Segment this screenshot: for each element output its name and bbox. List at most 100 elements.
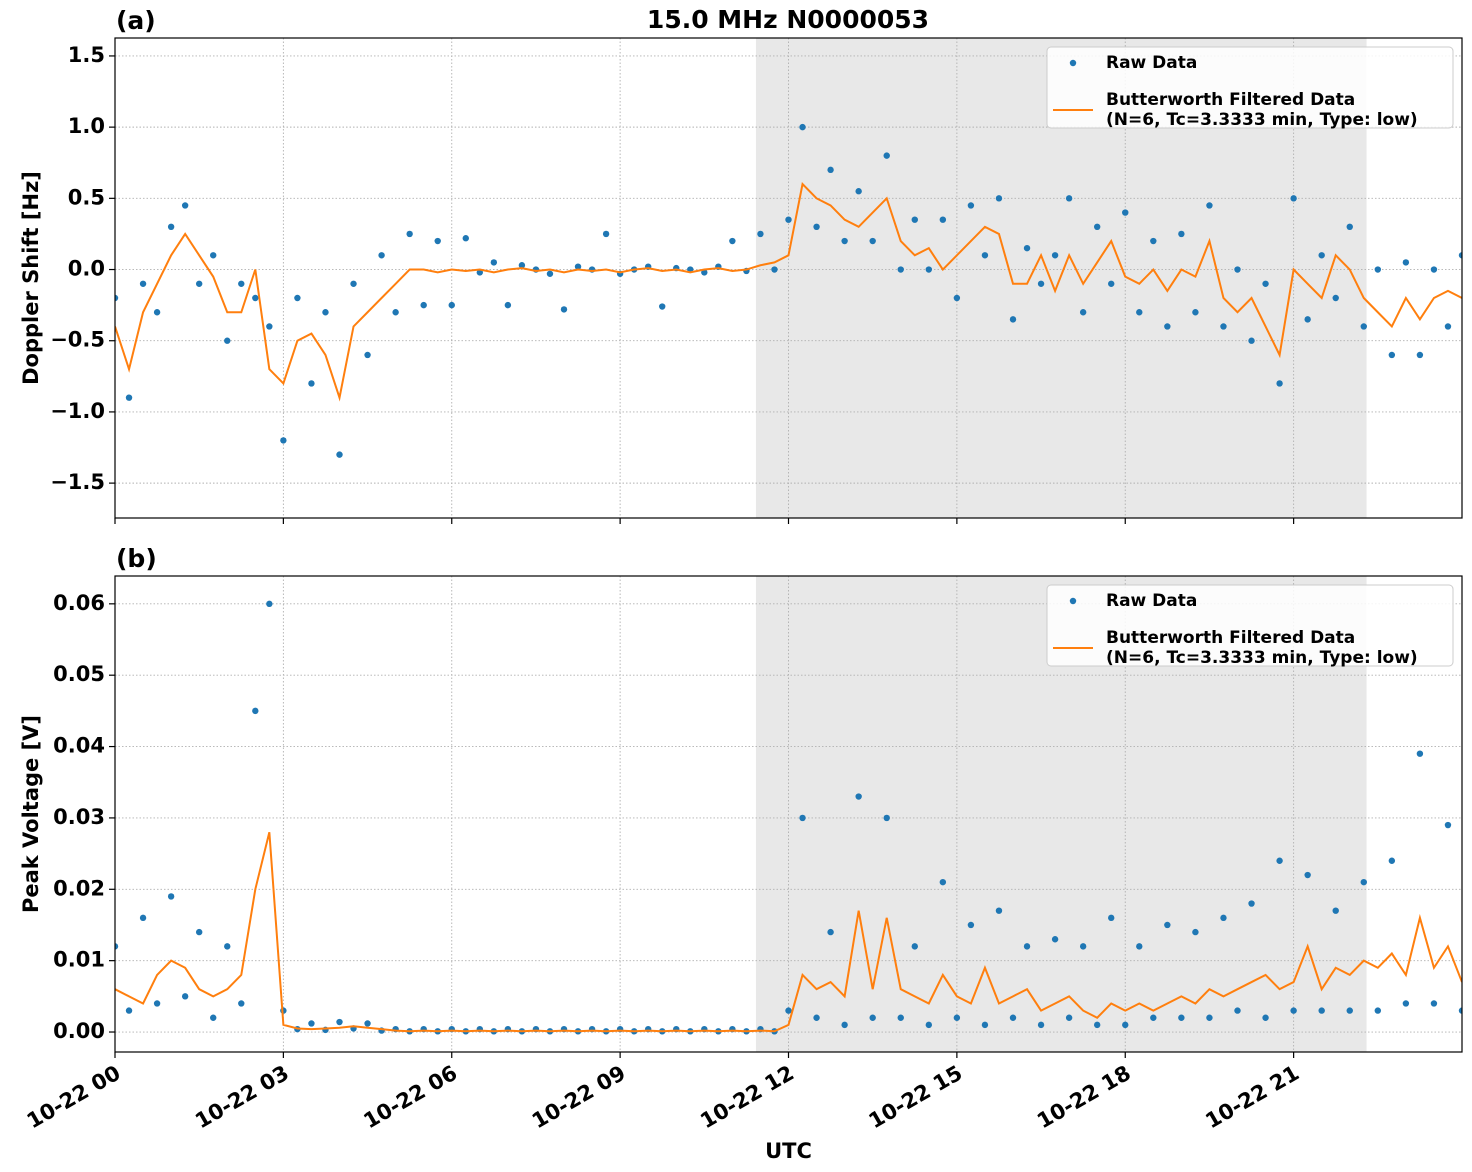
raw-point <box>448 301 455 309</box>
x-tick-label: 10-22 18 <box>1033 1061 1135 1134</box>
legend-label: Raw Data <box>1106 591 1197 611</box>
y-tick-label: 1.0 <box>68 114 105 138</box>
raw-point <box>280 437 287 444</box>
raw-point <box>1304 871 1311 879</box>
x-axis-label: UTC <box>765 1139 812 1163</box>
legend-marker <box>1069 597 1077 605</box>
raw-point <box>195 928 203 936</box>
raw-point <box>434 237 441 245</box>
raw-point <box>1093 223 1101 231</box>
y-tick-label: 0.0 <box>68 257 105 281</box>
raw-point <box>1234 1007 1241 1014</box>
raw-point <box>546 270 554 277</box>
raw-point <box>1150 1014 1157 1021</box>
raw-point <box>153 309 161 316</box>
raw-point <box>1079 943 1087 950</box>
raw-point <box>1164 921 1171 929</box>
raw-point <box>210 252 217 259</box>
raw-point <box>1093 1021 1101 1029</box>
raw-point <box>1444 821 1452 829</box>
x-tick-label: 10-22 03 <box>191 1061 293 1134</box>
raw-point <box>925 1021 933 1029</box>
filtered-line <box>115 831 1462 1033</box>
raw-point <box>1374 266 1382 273</box>
raw-point <box>981 252 989 259</box>
panel-label: (a) <box>116 6 156 35</box>
raw-point <box>420 301 427 309</box>
raw-point <box>1374 1007 1382 1014</box>
raw-point <box>181 202 189 209</box>
y-tick-label: 0.06 <box>53 591 105 615</box>
raw-point <box>729 237 736 245</box>
raw-point <box>308 380 315 387</box>
raw-point <box>953 1014 961 1021</box>
raw-point <box>1304 316 1311 323</box>
raw-point <box>799 814 806 822</box>
x-tick-label: 10-22 12 <box>696 1061 798 1134</box>
raw-point <box>869 1014 876 1021</box>
raw-point <box>1164 323 1171 330</box>
raw-point <box>364 351 371 359</box>
raw-point <box>364 1020 371 1027</box>
raw-point <box>238 1000 245 1007</box>
legend-label: Raw Data <box>1106 53 1197 73</box>
panel-label: (b) <box>116 544 157 573</box>
raw-point <box>1458 252 1462 259</box>
raw-point <box>1051 252 1059 259</box>
axes-frame <box>114 575 1463 1053</box>
raw-point <box>1262 1014 1269 1021</box>
raw-point <box>1388 857 1396 864</box>
raw-point <box>560 306 568 313</box>
raw-point <box>1206 202 1213 209</box>
raw-point <box>1051 936 1059 943</box>
raw-point <box>195 280 203 287</box>
raw-point <box>785 216 792 223</box>
raw-point <box>869 237 876 245</box>
raw-point <box>1444 323 1452 330</box>
raw-point <box>1178 230 1185 238</box>
raw-point <box>1192 928 1199 936</box>
raw-point <box>1318 252 1325 259</box>
raw-point <box>350 280 357 287</box>
raw-point <box>1290 1007 1297 1014</box>
legend-marker <box>1069 59 1077 67</box>
raw-point <box>1248 900 1255 907</box>
y-tick-label: −0.5 <box>50 328 105 352</box>
raw-point <box>827 166 834 174</box>
raw-point <box>378 252 385 259</box>
raw-point <box>1388 351 1396 359</box>
filtered-line <box>115 182 1462 402</box>
raw-point <box>1402 259 1410 266</box>
raw-point <box>1037 1021 1045 1029</box>
raw-point <box>967 921 975 929</box>
raw-point <box>967 202 975 209</box>
raw-point <box>322 309 329 316</box>
raw-point <box>1122 209 1129 216</box>
raw-point <box>406 230 413 238</box>
raw-point <box>1416 351 1424 359</box>
raw-point <box>799 123 806 131</box>
legend-label: Butterworth Filtered Data (N=6, Tc=3.3333… <box>1106 90 1418 130</box>
raw-point <box>855 793 862 800</box>
raw-point <box>139 280 147 287</box>
raw-point <box>181 993 189 1000</box>
raw-point <box>995 195 1003 202</box>
raw-point <box>224 337 231 344</box>
raw-point <box>602 230 610 238</box>
raw-point <box>252 707 259 715</box>
raw-point <box>855 188 862 195</box>
raw-point <box>1023 943 1031 950</box>
raw-point <box>153 1000 161 1007</box>
raw-point <box>883 152 890 159</box>
axes-frame <box>114 37 1463 519</box>
raw-point <box>841 1021 848 1029</box>
y-tick-label: 0.5 <box>68 185 105 209</box>
raw-point <box>294 294 301 302</box>
y-tick-label: 0.01 <box>53 948 105 972</box>
raw-point <box>1276 380 1283 387</box>
raw-point <box>462 235 469 242</box>
raw-point <box>1248 337 1255 344</box>
legend-box <box>1046 46 1454 129</box>
raw-point <box>925 266 933 273</box>
